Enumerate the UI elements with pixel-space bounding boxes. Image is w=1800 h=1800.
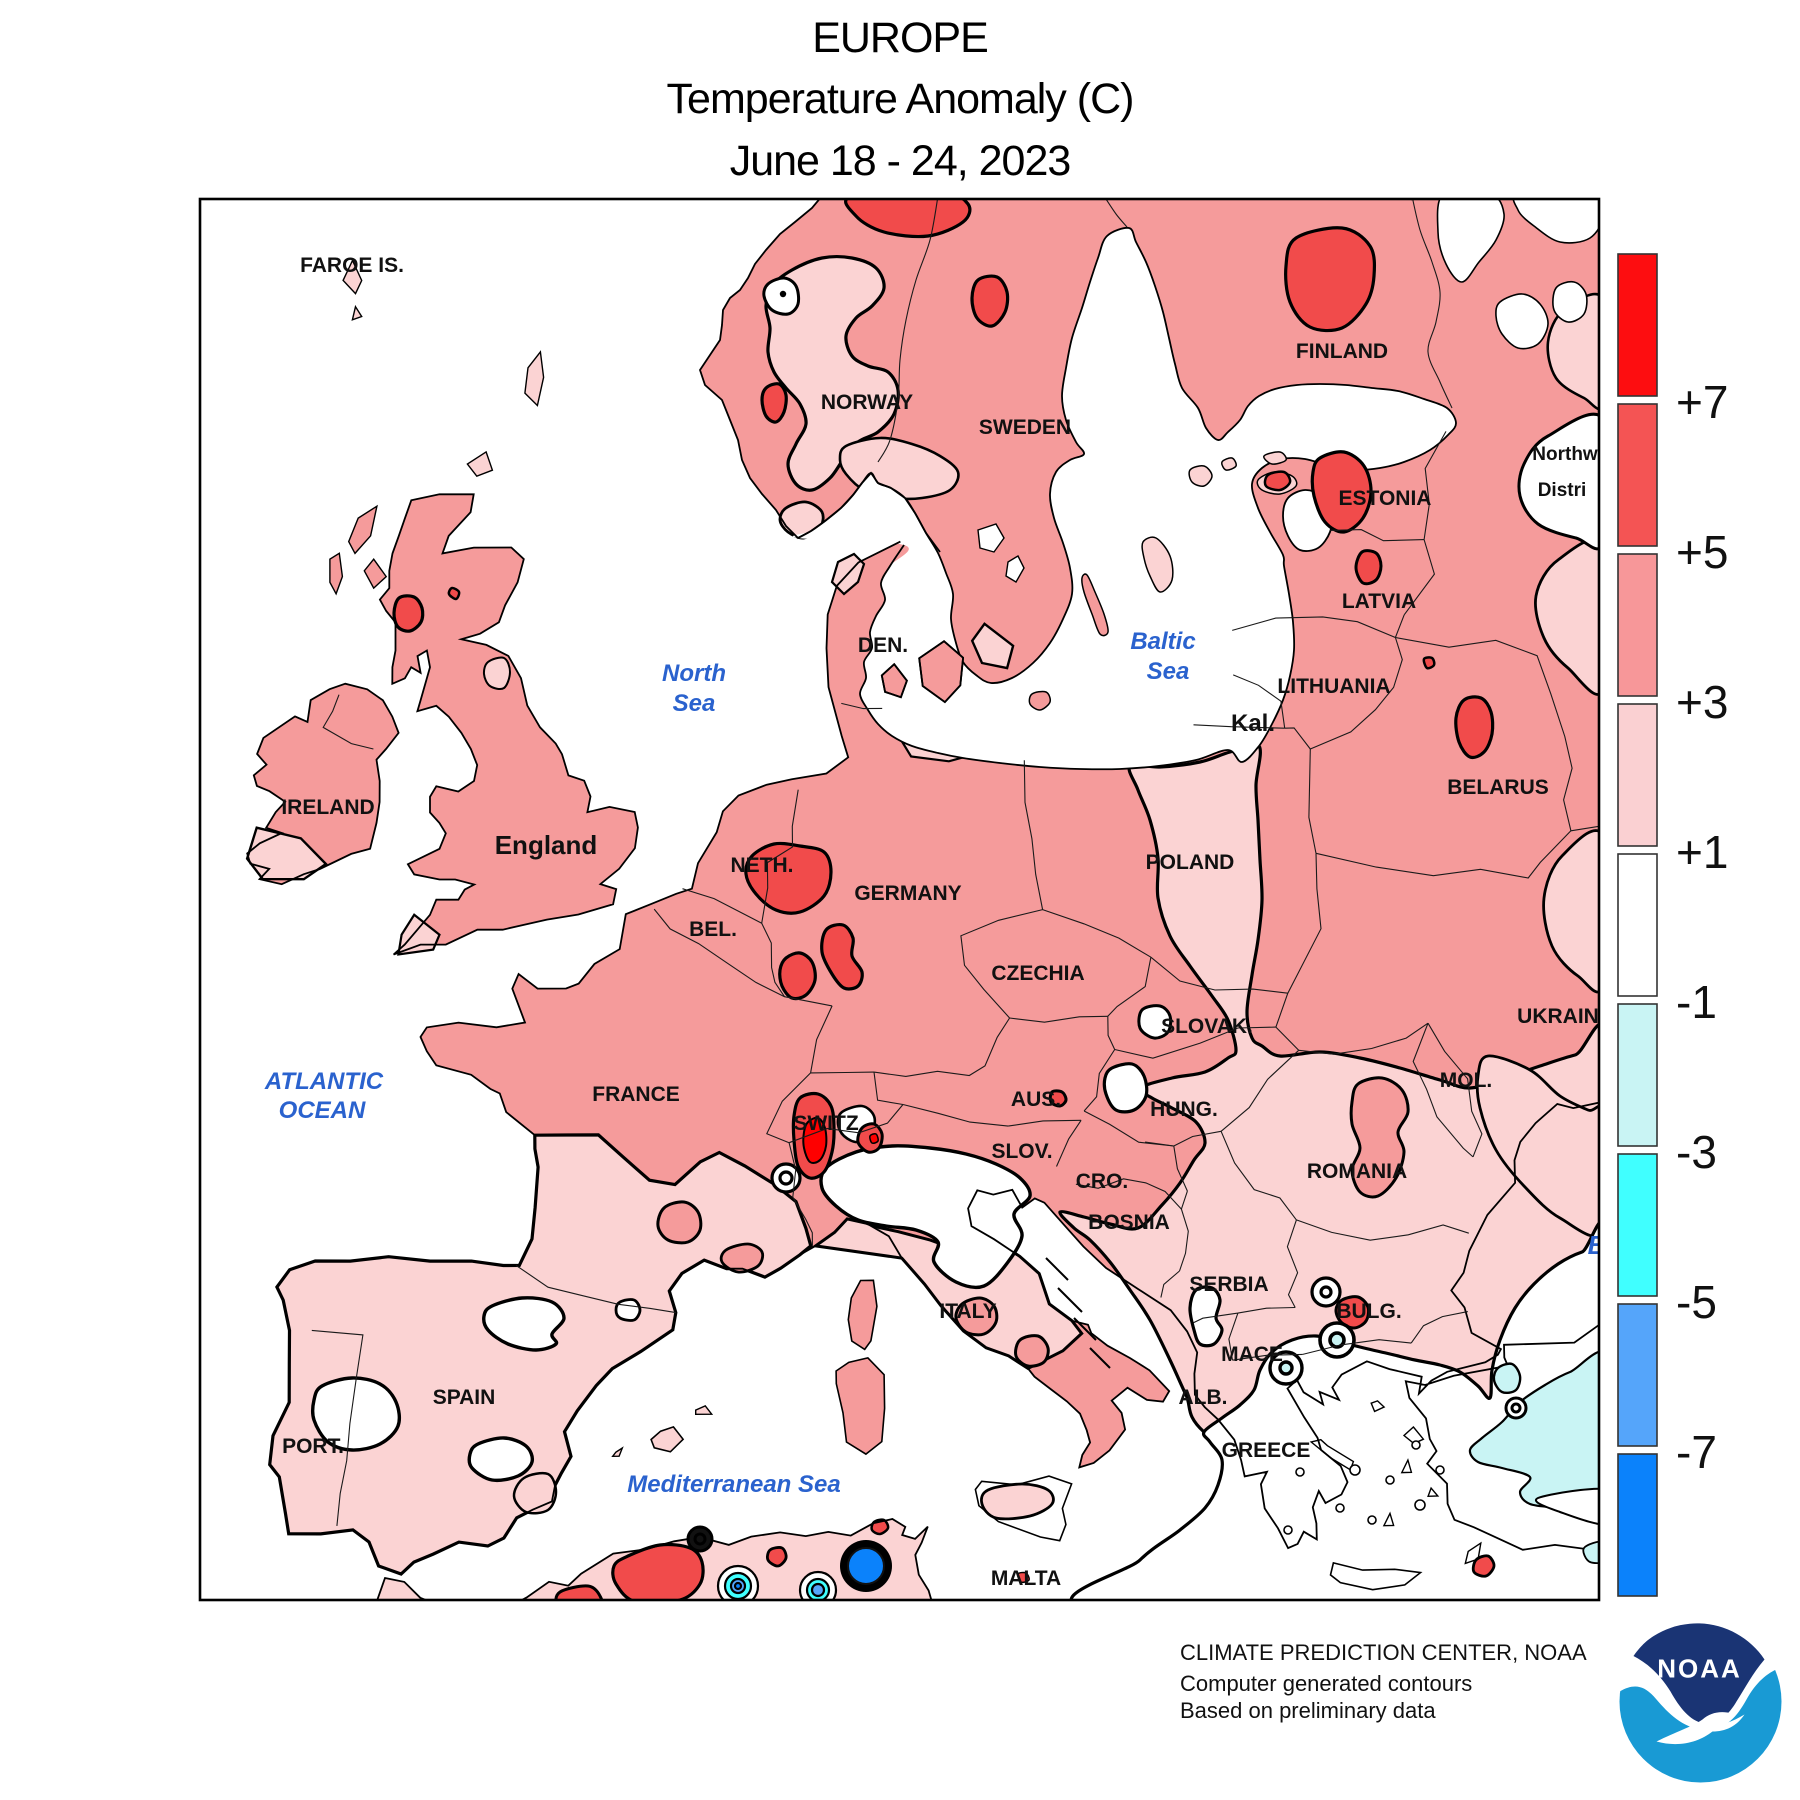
svg-text:UKRAINE: UKRAINE — [1517, 1005, 1613, 1028]
svg-text:Kal.: Kal. — [1231, 710, 1275, 737]
svg-text:BELARUS: BELARUS — [1447, 776, 1549, 799]
svg-text:CRO.: CRO. — [1076, 1170, 1129, 1193]
svg-text:SLOV.: SLOV. — [991, 1140, 1052, 1163]
svg-text:DEN.: DEN. — [858, 634, 908, 657]
svg-text:SWITZ: SWITZ — [793, 1112, 858, 1135]
svg-text:Temperature Anomaly (C): Temperature Anomaly (C) — [667, 75, 1134, 123]
svg-text:MOL.: MOL. — [1440, 1069, 1493, 1092]
svg-text:-3: -3 — [1676, 1126, 1717, 1178]
svg-text:-5: -5 — [1676, 1276, 1717, 1328]
svg-text:Sea: Sea — [673, 690, 716, 717]
svg-text:NETH.: NETH. — [731, 854, 794, 877]
svg-text:CLIMATE PREDICTION CENTER, NOA: CLIMATE PREDICTION CENTER, NOAA — [1180, 1640, 1587, 1665]
svg-text:Mediterranean Sea: Mediterranean Sea — [627, 1471, 840, 1498]
svg-text:BEL.: BEL. — [689, 918, 737, 941]
svg-text:FRANCE: FRANCE — [592, 1083, 680, 1106]
svg-text:June 18 - 24, 2023: June 18 - 24, 2023 — [730, 137, 1071, 185]
svg-text:ROMANIA: ROMANIA — [1307, 1160, 1407, 1183]
svg-text:GERMANY: GERMANY — [854, 882, 961, 905]
svg-text:Based on preliminary data: Based on preliminary data — [1180, 1698, 1436, 1723]
svg-text:GREECE: GREECE — [1222, 1439, 1311, 1462]
svg-text:OCEAN: OCEAN — [279, 1097, 366, 1124]
svg-text:SLOVAK.: SLOVAK. — [1161, 1015, 1253, 1038]
svg-text:ALB.: ALB. — [1179, 1386, 1228, 1409]
svg-text:CZECHIA: CZECHIA — [991, 962, 1084, 985]
svg-text:+1: +1 — [1676, 826, 1728, 878]
svg-text:Northw: Northw — [1532, 444, 1598, 465]
svg-text:MACE: MACE — [1221, 1343, 1283, 1366]
svg-text:NORWAY: NORWAY — [821, 391, 913, 414]
svg-text:+3: +3 — [1676, 676, 1728, 728]
svg-text:FINLAND: FINLAND — [1296, 340, 1388, 363]
svg-text:-1: -1 — [1676, 976, 1717, 1028]
svg-text:Computer generated contours: Computer generated contours — [1180, 1671, 1472, 1696]
svg-text:EUROPE: EUROPE — [812, 14, 988, 62]
svg-text:ESTONIA: ESTONIA — [1339, 487, 1432, 510]
svg-text:IRELAND: IRELAND — [281, 796, 374, 819]
svg-text:Distri: Distri — [1538, 480, 1587, 501]
svg-text:AUS.: AUS. — [1011, 1088, 1061, 1111]
svg-text:B: B — [1588, 1230, 1607, 1260]
svg-text:BULG.: BULG. — [1336, 1300, 1401, 1323]
svg-text:FAROE IS.: FAROE IS. — [300, 254, 404, 277]
svg-text:MALTA: MALTA — [991, 1567, 1061, 1590]
svg-text:North: North — [662, 660, 726, 687]
svg-text:Sea: Sea — [1147, 658, 1190, 685]
svg-text:SERBIA: SERBIA — [1189, 1273, 1268, 1296]
svg-text:SPAIN: SPAIN — [433, 1386, 496, 1409]
svg-text:BOSNIA: BOSNIA — [1088, 1211, 1170, 1234]
svg-text:HUNG.: HUNG. — [1150, 1098, 1218, 1121]
svg-text:SWEDEN: SWEDEN — [979, 416, 1071, 439]
svg-text:LATVIA: LATVIA — [1342, 590, 1416, 613]
svg-text:-7: -7 — [1676, 1426, 1717, 1478]
svg-text:POLAND: POLAND — [1146, 851, 1235, 874]
svg-text:+5: +5 — [1676, 526, 1728, 578]
svg-text:England: England — [495, 830, 598, 860]
svg-text:ATLANTIC: ATLANTIC — [264, 1068, 384, 1095]
svg-text:Baltic: Baltic — [1130, 628, 1195, 655]
svg-text:NOAA: NOAA — [1657, 1654, 1742, 1684]
svg-text:PORT.: PORT. — [282, 1435, 344, 1458]
svg-text:ITALY: ITALY — [939, 1300, 996, 1323]
svg-text:LITHUANIA: LITHUANIA — [1277, 675, 1390, 698]
svg-text:+7: +7 — [1676, 376, 1728, 428]
